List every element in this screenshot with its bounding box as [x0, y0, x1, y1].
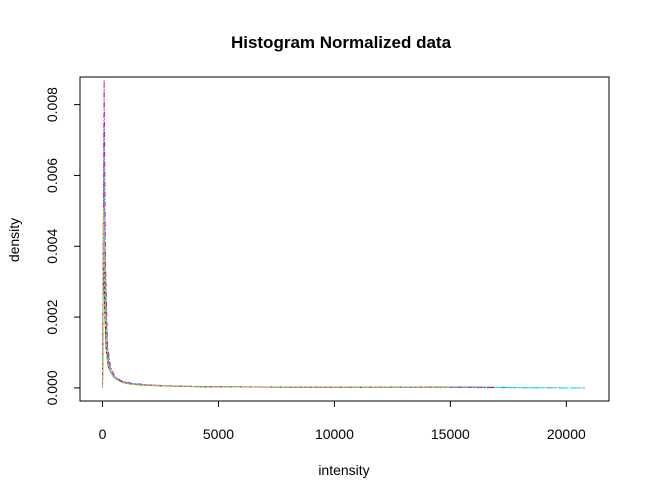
plot-frame [79, 76, 610, 402]
x-tick-label: 0 [99, 426, 107, 442]
y-axis-label: density [6, 218, 22, 262]
y-tick-label: 0.004 [44, 229, 60, 264]
x-axis-label: intensity [318, 462, 369, 478]
series-line-4 [102, 168, 585, 389]
series-line-1 [102, 242, 511, 389]
chart-title: Histogram Normalized data [231, 33, 452, 52]
series-line-7 [102, 210, 451, 389]
y-tick-label: 0.008 [44, 87, 60, 122]
x-tick-label: 10000 [315, 426, 354, 442]
series-line-8 [102, 154, 486, 389]
series-layer [102, 79, 585, 389]
y-axis: 0.000 0.002 0.004 0.006 0.008 [44, 87, 80, 405]
x-tick-label: 15000 [431, 426, 470, 442]
y-tick-label: 0.002 [44, 299, 60, 334]
series-line-5 [102, 122, 585, 389]
x-tick-label: 20000 [547, 426, 586, 442]
series-line-3 [102, 182, 486, 389]
series-line-6 [102, 79, 493, 389]
x-axis: 0 5000 10000 15000 20000 [99, 400, 586, 442]
y-tick-label: 0.000 [44, 370, 60, 405]
y-tick-label: 0.006 [44, 158, 60, 193]
series-line-2 [102, 147, 497, 389]
x-tick-label: 5000 [203, 426, 234, 442]
